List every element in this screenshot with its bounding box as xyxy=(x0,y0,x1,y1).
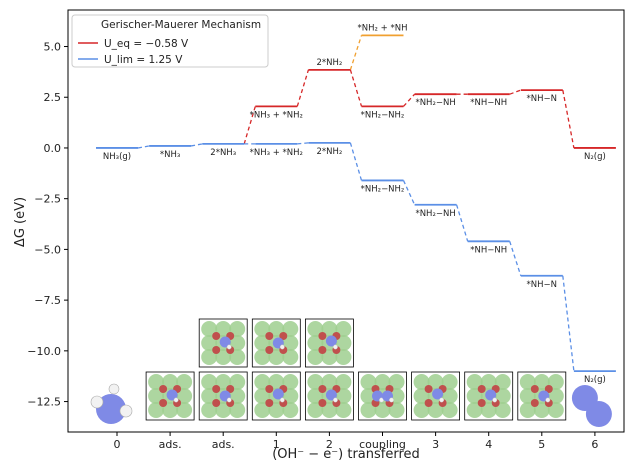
structure-thumbnail xyxy=(198,318,248,368)
connector-line xyxy=(455,204,469,242)
level-label: *NH₃ xyxy=(160,150,180,160)
level-label: NH₃(g) xyxy=(103,152,131,162)
y-tick-label: −12.5 xyxy=(27,396,61,409)
y-tick-label: −10.0 xyxy=(27,345,61,358)
level-label: N₂(g) xyxy=(584,375,606,385)
connector-line xyxy=(349,69,363,107)
level-label: *NH₂ + *NH xyxy=(358,23,408,33)
connector-line xyxy=(190,143,203,147)
connector-line xyxy=(402,180,416,206)
level-label: *NH−NH xyxy=(470,245,507,255)
level-label: 2*NH₂ xyxy=(316,147,342,157)
connector-line xyxy=(562,275,575,372)
level-label: N₂(g) xyxy=(584,152,606,162)
legend-box xyxy=(71,14,269,68)
x-tick-label: 2 xyxy=(326,438,333,451)
y-tick-label: −2.5 xyxy=(34,193,61,206)
x-tick-label: ads. xyxy=(212,438,235,451)
x-tick-label: 3 xyxy=(432,438,439,451)
x-tick-label: 5 xyxy=(538,438,545,451)
level-label: *NH₂−NH xyxy=(415,209,455,219)
level-label: *NH₂−NH₂ xyxy=(361,184,405,194)
structure-thumbnail xyxy=(251,371,301,421)
level-label: *NH−N xyxy=(527,94,557,104)
structure-thumbnail xyxy=(464,371,514,421)
structure-thumbnail xyxy=(145,371,195,421)
level-label: 2*NH₂ xyxy=(316,58,342,68)
structure-thumbnail xyxy=(358,371,407,421)
level-label: *NH−N xyxy=(527,280,557,290)
connector-line xyxy=(509,241,522,276)
x-tick-label: 4 xyxy=(485,438,492,451)
y-axis-title: ΔG (eV) xyxy=(13,197,28,247)
y-tick-label: 0.0 xyxy=(44,142,62,155)
level-labels: *NH₃ + *NH₂ 2*NH₂ *NH₂−NH₂ *NH₂−NH *NH−NH *NH… xyxy=(103,23,606,385)
structure-thumbnail xyxy=(304,371,354,421)
x-tick-label: 6 xyxy=(591,438,598,451)
x-tick-label: 1 xyxy=(273,438,280,451)
x-axis-title: (OH⁻ − e⁻) transferred xyxy=(272,447,420,462)
level-label: *NH₃ + *NH₂ xyxy=(250,148,303,158)
x-tick-label: ads. xyxy=(159,438,182,451)
structure-thumbnail xyxy=(251,318,301,368)
x-tick-label: 0 xyxy=(114,438,121,451)
y-tick-label: 5.0 xyxy=(44,41,62,54)
connector-line xyxy=(562,90,575,149)
structure-thumbnail xyxy=(517,371,567,421)
y-tick-label: −5.0 xyxy=(34,243,61,256)
level-label: *NH−NH xyxy=(470,98,507,108)
n2-molecule xyxy=(571,385,612,427)
y-tick-label: −7.5 xyxy=(34,294,61,307)
connector-line xyxy=(137,145,150,149)
x-tick-label: coupling xyxy=(359,438,406,451)
connector-line xyxy=(296,69,310,107)
level-label: *NH₃ + *NH₂ xyxy=(250,110,303,120)
structure-thumbnail xyxy=(198,371,248,421)
y-axis: 5.0 2.5 0.0 −2.5 −5.0 −7.5 −10.0 −12.5 xyxy=(27,41,68,409)
structure-thumbnail xyxy=(304,318,354,368)
level-label: *NH₂−NH xyxy=(415,98,455,108)
plot-frame xyxy=(67,9,625,433)
connector-line xyxy=(509,89,522,95)
nh3-molecule xyxy=(90,383,133,424)
legend-label-ulim: U_lim = 1.25 V xyxy=(104,54,183,66)
step-connectors xyxy=(137,35,575,372)
legend-title: Gerischer-Mauerer Mechanism xyxy=(101,19,261,31)
legend: Gerischer-Mauerer Mechanism U_eq = −0.58… xyxy=(71,14,269,68)
level-label: 2*NH₃ xyxy=(210,148,236,158)
legend-label-ueq: U_eq = −0.58 V xyxy=(104,38,189,50)
x-axis: 0 ads. ads. 1 2 coupling 3 4 5 6 xyxy=(114,432,598,451)
connector-line xyxy=(349,35,363,71)
structure-thumbnail xyxy=(411,371,461,421)
connector-line xyxy=(403,93,416,107)
connector-line xyxy=(297,142,309,145)
energy-levels xyxy=(96,34,616,373)
y-tick-label: 2.5 xyxy=(44,91,62,104)
structure-thumbnails xyxy=(90,318,612,427)
level-label: *NH₂−NH₂ xyxy=(361,110,405,120)
